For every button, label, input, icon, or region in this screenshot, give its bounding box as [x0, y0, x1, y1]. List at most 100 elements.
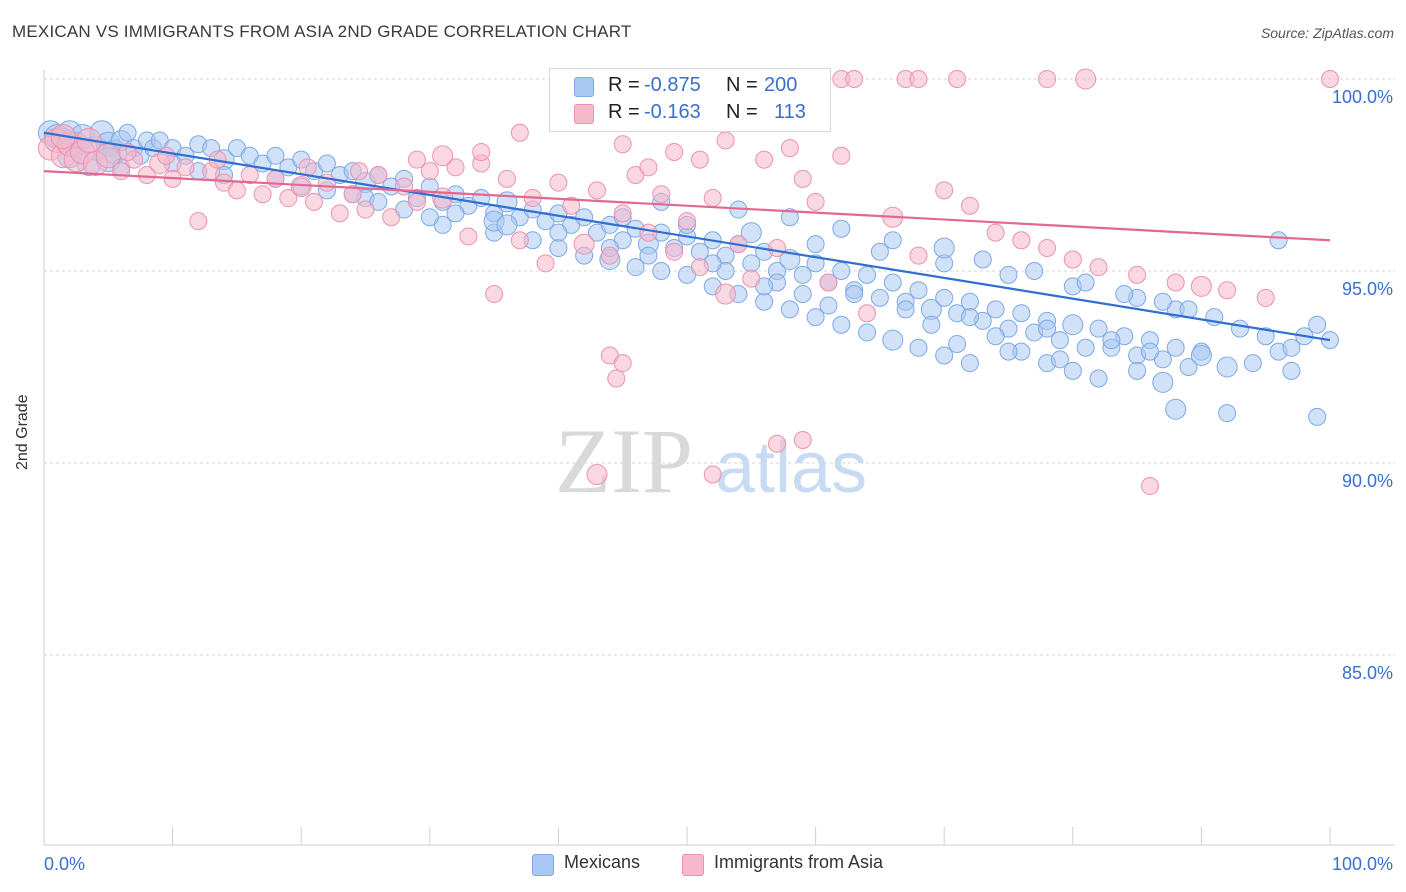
point-asia	[1256, 288, 1275, 307]
y-tick-label: 85.0%	[1342, 663, 1393, 683]
y-axis-title: 2nd Grade	[14, 394, 31, 470]
point-mexicans	[1089, 319, 1108, 338]
point-mexicans	[549, 223, 568, 242]
point-asia	[459, 227, 478, 246]
point-mexicans	[858, 265, 877, 284]
point-mexicans	[1190, 344, 1212, 366]
point-mexicans	[626, 258, 645, 277]
point-asia	[1190, 275, 1212, 297]
point-asia	[382, 208, 401, 227]
point-mexicans	[882, 329, 904, 351]
point-mexicans	[652, 262, 671, 280]
legend-swatch-asia	[574, 104, 594, 124]
legend-n-value: 200	[764, 74, 798, 96]
point-asia	[432, 145, 454, 167]
y-tick-labels: 100.0% 95.0% 90.0% 85.0%	[1332, 87, 1393, 683]
point-asia	[573, 233, 595, 255]
point-mexicans	[446, 204, 465, 223]
trend-layer	[43, 131, 1331, 342]
point-mexicans	[118, 123, 137, 142]
point-asia	[1218, 281, 1237, 300]
point-asia	[665, 242, 684, 261]
point-asia	[157, 146, 176, 165]
point-mexicans	[1308, 407, 1327, 426]
point-mexicans	[1076, 338, 1095, 357]
point-mexicans	[845, 285, 864, 304]
point-mexicans	[933, 237, 955, 259]
point-asia	[793, 169, 812, 188]
point-mexicans	[1050, 331, 1069, 350]
point-asia	[607, 369, 626, 388]
watermark: ZIP atlas	[555, 410, 867, 512]
legend-swatch-mexicans	[574, 77, 594, 97]
legend-n-label: N =	[726, 101, 758, 123]
point-mexicans	[793, 285, 812, 304]
point-asia	[330, 204, 349, 223]
chart-title: MEXICAN VS IMMIGRANTS FROM ASIA 2ND GRAD…	[12, 22, 632, 41]
point-mexicans	[832, 219, 851, 238]
point-asia	[690, 258, 709, 277]
legend-r-label: R =	[608, 101, 640, 123]
point-mexicans	[909, 338, 928, 357]
point-asia	[678, 212, 696, 231]
point-mexicans	[1063, 361, 1082, 380]
point-asia	[909, 246, 928, 265]
point-asia	[703, 465, 722, 484]
point-asia	[613, 135, 632, 154]
point-asia	[858, 304, 877, 323]
point-asia	[253, 185, 272, 204]
point-asia	[935, 181, 954, 200]
point-mexicans	[870, 288, 889, 307]
legend-r-value: -0.163	[644, 101, 701, 123]
point-mexicans	[1256, 327, 1275, 346]
point-asia	[768, 238, 787, 257]
point-mexicans	[1038, 319, 1057, 338]
point-asia	[227, 181, 246, 200]
point-mexicans	[496, 214, 518, 236]
point-asia	[279, 189, 298, 208]
point-mexicans	[1050, 350, 1069, 369]
point-asia	[407, 150, 426, 169]
axis-layer	[43, 70, 1395, 846]
watermark-atlas: atlas	[715, 428, 867, 508]
point-asia	[1038, 238, 1057, 257]
point-mexicans	[1102, 331, 1121, 350]
point-asia	[549, 173, 568, 192]
point-mexicans	[870, 242, 889, 261]
point-mexicans	[755, 292, 774, 311]
point-mexicans	[960, 308, 979, 327]
watermark-zip: ZIP	[555, 410, 693, 512]
point-mexicans	[986, 300, 1005, 319]
point-mexicans	[1089, 369, 1108, 388]
point-mexicans	[639, 246, 658, 265]
point-mexicans	[999, 342, 1018, 361]
trendline-mexicans	[43, 131, 1331, 342]
point-mexicans	[1166, 338, 1185, 357]
legend-r-label: R =	[608, 74, 640, 96]
point-asia	[189, 212, 208, 231]
point-mexicans	[832, 262, 851, 280]
point-asia	[586, 464, 608, 486]
trendline-asia	[43, 170, 1331, 242]
legend-n-label: N =	[726, 74, 758, 96]
point-mexicans	[1179, 358, 1198, 376]
point-mexicans	[819, 296, 838, 315]
point-mexicans	[1165, 398, 1187, 420]
point-asia	[716, 131, 735, 150]
x-tick-label: 100.0%	[1332, 854, 1393, 874]
legend-r-value: -0.875	[644, 74, 701, 96]
point-asia	[290, 176, 312, 198]
point-mexicans	[1115, 285, 1134, 304]
point-mexicans	[1128, 361, 1147, 380]
point-asia	[562, 196, 581, 215]
point-asia	[768, 434, 787, 453]
point-mexicans	[780, 300, 799, 319]
point-asia	[755, 150, 774, 169]
point-asia	[690, 150, 709, 169]
point-mexicans	[960, 292, 979, 311]
point-mexicans	[935, 346, 954, 365]
point-asia	[909, 70, 928, 88]
point-mexicans	[806, 254, 825, 273]
point-mexicans	[909, 281, 928, 300]
y-tick-label: 95.0%	[1342, 279, 1393, 299]
